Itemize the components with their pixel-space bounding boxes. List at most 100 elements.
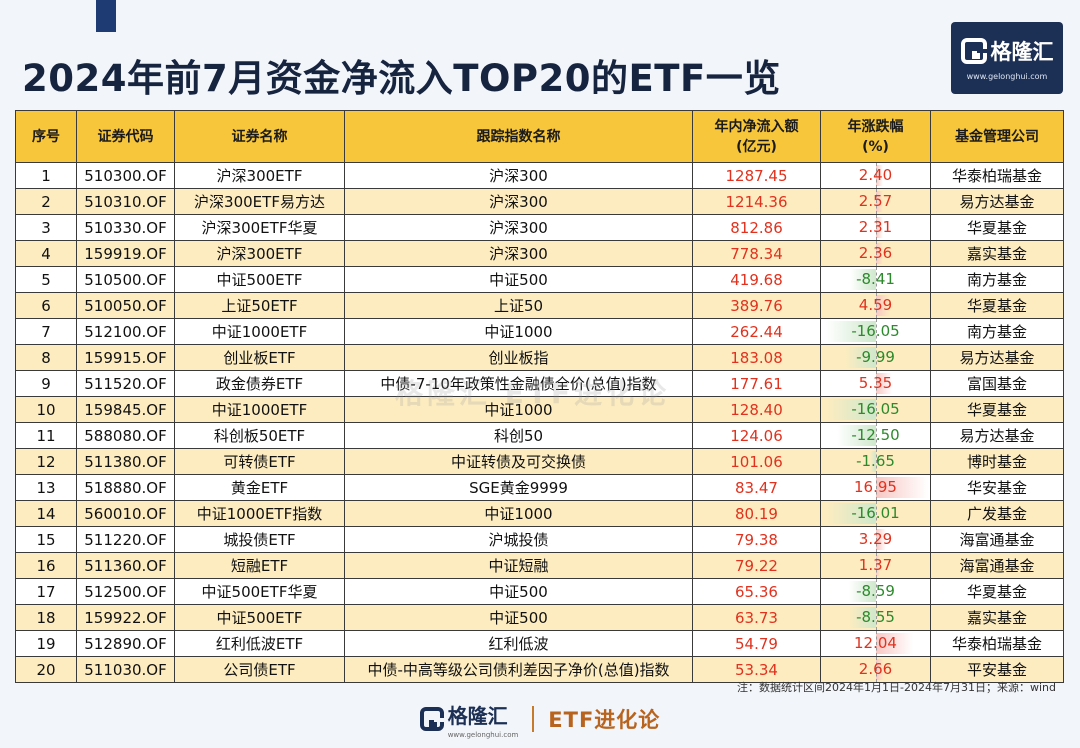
- cell-no: 2: [15, 188, 77, 215]
- cell-code: 511360.OF: [76, 552, 175, 579]
- cell-name: 创业板ETF: [174, 344, 345, 371]
- table-row: 5 510500.OF 中证500ETF 中证500 419.68 -8.41 南方基金: [15, 266, 1064, 293]
- cell-flow: 83.47: [692, 474, 821, 501]
- change-value: -9.99: [856, 348, 895, 366]
- cell-manager: 华泰柏瑞基金: [930, 630, 1064, 657]
- change-value: 2.31: [858, 218, 893, 236]
- cell-name: 科创板50ETF: [174, 422, 345, 449]
- table-row: 7 512100.OF 中证1000ETF 中证1000 262.44 -16.05 南方基…: [15, 318, 1064, 345]
- cell-change: -16.01: [820, 500, 931, 527]
- cell-flow: 389.76: [692, 292, 821, 319]
- cell-name: 黄金ETF: [174, 474, 345, 501]
- cell-no: 12: [15, 448, 77, 475]
- cell-flow: 101.06: [692, 448, 821, 475]
- change-value: 2.57: [858, 192, 893, 210]
- table-header-row: 序号 证券代码 证券名称 跟踪指数名称 年内净流入额 (亿元) 年涨跌幅 (%)…: [15, 110, 1064, 163]
- zero-axis: [875, 501, 877, 526]
- cell-change: -8.59: [820, 578, 931, 605]
- cell-index: SGE黄金9999: [344, 474, 693, 501]
- footer-divider: [532, 706, 535, 732]
- cell-flow: 778.34: [692, 240, 821, 267]
- cell-no: 6: [15, 292, 77, 319]
- cell-index: 沪城投债: [344, 526, 693, 553]
- table-row: 11 588080.OF 科创板50ETF 科创50 124.06 -12.50 易方达基金: [15, 422, 1064, 449]
- cell-change: 1.37: [820, 552, 931, 579]
- cell-name: 沪深300ETF华夏: [174, 214, 345, 241]
- cell-no: 14: [15, 500, 77, 527]
- cell-flow: 65.36: [692, 578, 821, 605]
- brand-g-icon: [960, 37, 987, 64]
- cell-manager: 南方基金: [930, 266, 1064, 293]
- cell-name: 中证1000ETF: [174, 318, 345, 345]
- cell-change: -12.50: [820, 422, 931, 449]
- change-bar: [844, 347, 876, 368]
- cell-manager: 平安基金: [930, 656, 1064, 683]
- cell-code: 159919.OF: [76, 240, 175, 267]
- change-value: 1.37: [858, 556, 893, 574]
- cell-index: 中证短融: [344, 552, 693, 579]
- cell-code: 560010.OF: [76, 500, 175, 527]
- cell-code: 510500.OF: [76, 266, 175, 293]
- footer-g-icon: [419, 707, 444, 731]
- cell-flow: 419.68: [692, 266, 821, 293]
- cell-change: -16.05: [820, 318, 931, 345]
- footer-url: www.gelonghui.com: [447, 730, 519, 739]
- cell-index: 沪深300: [344, 188, 693, 215]
- cell-no: 16: [15, 552, 77, 579]
- cell-manager: 易方达基金: [930, 188, 1064, 215]
- cell-manager: 华泰柏瑞基金: [930, 162, 1064, 189]
- cell-index: 创业板指: [344, 344, 693, 371]
- change-value: 2.36: [858, 244, 893, 262]
- cell-manager: 华夏基金: [930, 214, 1064, 241]
- cell-name: 沪深300ETF: [174, 240, 345, 267]
- cell-manager: 嘉实基金: [930, 240, 1064, 267]
- cell-flow: 63.73: [692, 604, 821, 631]
- change-value: -12.50: [851, 426, 900, 444]
- cell-no: 1: [15, 162, 77, 189]
- cell-manager: 易方达基金: [930, 344, 1064, 371]
- header-no: 序号: [15, 110, 77, 163]
- table-row: 16 511360.OF 短融ETF 中证短融 79.22 1.37 海富通基金: [15, 552, 1064, 579]
- change-bar: [875, 217, 883, 238]
- cell-flow: 79.22: [692, 552, 821, 579]
- cell-change: 3.29: [820, 526, 931, 553]
- change-value: 3.29: [858, 530, 893, 548]
- table-row: 9 511520.OF 政金债券ETF 中债-7-10年政策性金融债全价(总值)指数 1…: [15, 370, 1064, 397]
- cell-name: 中证1000ETF: [174, 396, 345, 423]
- change-value: 2.66: [858, 660, 893, 678]
- change-bar: [826, 503, 876, 524]
- table-row: 4 159919.OF 沪深300ETF 沪深300 778.34 2.36 嘉实基金: [15, 240, 1064, 267]
- cell-code: 511380.OF: [76, 448, 175, 475]
- cell-change: 2.66: [820, 656, 931, 683]
- zero-axis: [875, 449, 877, 474]
- zero-axis: [875, 553, 877, 578]
- cell-code: 512890.OF: [76, 630, 175, 657]
- cell-index: 中债-中高等级公司债利差因子净价(总值)指数: [344, 656, 693, 683]
- header-change: 年涨跌幅 (%): [820, 110, 931, 163]
- change-value: -16.05: [851, 400, 900, 418]
- change-value: -8.41: [856, 270, 895, 288]
- cell-code: 518880.OF: [76, 474, 175, 501]
- change-value: 12.04: [854, 634, 897, 652]
- change-bar: [875, 243, 883, 264]
- cell-no: 18: [15, 604, 77, 631]
- change-bar: [875, 555, 880, 576]
- cell-code: 510330.OF: [76, 214, 175, 241]
- cell-code: 511220.OF: [76, 526, 175, 553]
- cell-flow: 812.86: [692, 214, 821, 241]
- cell-index: 中证500: [344, 266, 693, 293]
- cell-change: -8.41: [820, 266, 931, 293]
- change-value: -1.65: [856, 452, 895, 470]
- cell-no: 20: [15, 656, 77, 683]
- cell-manager: 华夏基金: [930, 578, 1064, 605]
- footer-brand: 格隆汇: [447, 703, 508, 728]
- cell-flow: 80.19: [692, 500, 821, 527]
- cell-code: 159922.OF: [76, 604, 175, 631]
- cell-code: 512100.OF: [76, 318, 175, 345]
- table-row: 10 159845.OF 中证1000ETF 中证1000 128.40 -16.05 华夏…: [15, 396, 1064, 423]
- cell-name: 上证50ETF: [174, 292, 345, 319]
- change-bar: [875, 529, 886, 550]
- cell-change: 2.36: [820, 240, 931, 267]
- zero-axis: [875, 657, 877, 682]
- cell-change: 2.57: [820, 188, 931, 215]
